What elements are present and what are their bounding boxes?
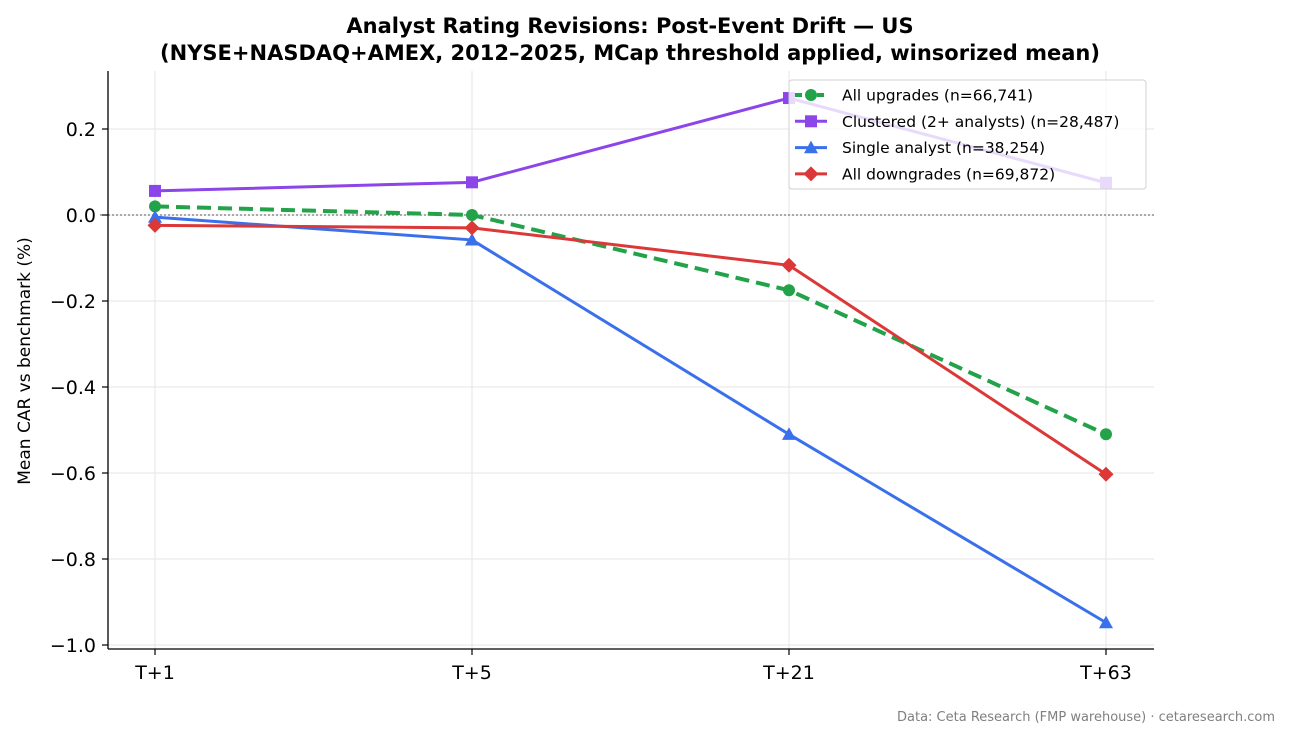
y-ticks: 0.2 0.0 −0.2 −0.4 −0.6 −0.8 −1.0 xyxy=(50,119,108,657)
y-tick-label: 0.2 xyxy=(66,119,96,141)
y-tick-label: −0.6 xyxy=(50,463,96,485)
data-point xyxy=(782,427,796,440)
x-tick-label: T+63 xyxy=(1079,662,1132,684)
x-ticks: T+1 T+5 T+21 T+63 xyxy=(134,649,1132,684)
series-line xyxy=(154,204,1107,437)
y-tick-label: 0.0 xyxy=(66,205,96,227)
data-point xyxy=(148,210,162,223)
legend-swatch-marker xyxy=(805,89,817,101)
x-tick-label: T+1 xyxy=(134,662,175,684)
x-tick-label: T+5 xyxy=(451,662,492,684)
data-point xyxy=(147,217,163,233)
legend-item: Single analyst (n=38,254) xyxy=(795,139,1045,157)
data-point xyxy=(781,257,797,273)
y-tick-label: −1.0 xyxy=(50,635,96,657)
chart-subtitle: (NYSE+NASDAQ+AMEX, 2012–2025, MCap thres… xyxy=(160,41,1100,65)
legend-swatch-marker xyxy=(804,140,818,154)
legend-item: All downgrades (n=69,872) xyxy=(795,165,1055,183)
data-point xyxy=(1099,615,1113,629)
y-tick-label: −0.4 xyxy=(50,377,96,399)
chart-title: Analyst Rating Revisions: Post-Event Dri… xyxy=(346,14,913,38)
legend-item: All upgrades (n=66,741) xyxy=(795,87,1033,105)
data-point xyxy=(1098,466,1114,482)
legend-label: Single analyst (n=38,254) xyxy=(842,139,1045,157)
data-point xyxy=(149,200,161,213)
data-point xyxy=(466,209,478,221)
series-3 xyxy=(147,217,1114,482)
series-line xyxy=(154,215,1107,624)
y-tick-label: −0.2 xyxy=(50,291,96,313)
source-credit: Data: Ceta Research (FMP warehouse) · ce… xyxy=(897,710,1275,725)
y-tick-label: −0.8 xyxy=(50,549,96,571)
data-point xyxy=(1100,428,1112,441)
legend: All upgrades (n=66,741) Clustered (2+ ana… xyxy=(788,79,1147,190)
legend-swatch-marker xyxy=(805,115,817,128)
y-axis-label: Mean CAR vs benchmark (%) xyxy=(15,237,35,485)
data-point xyxy=(464,220,480,236)
legend-label: All downgrades (n=69,872) xyxy=(842,165,1055,183)
series-line xyxy=(154,223,1107,476)
legend-label: All upgrades (n=66,741) xyxy=(842,87,1033,105)
legend-label: Clustered (2+ analysts) (n=28,487) xyxy=(842,113,1119,131)
legend-swatch-marker xyxy=(803,166,819,182)
data-point xyxy=(149,184,161,197)
series-2 xyxy=(148,210,1113,629)
series-0 xyxy=(149,200,1112,441)
legend-box xyxy=(788,79,1147,190)
data-point xyxy=(783,284,795,297)
data-point xyxy=(465,232,479,246)
data-point xyxy=(466,176,478,189)
x-tick-label: T+21 xyxy=(762,662,815,684)
legend-item: Clustered (2+ analysts) (n=28,487) xyxy=(795,113,1119,131)
